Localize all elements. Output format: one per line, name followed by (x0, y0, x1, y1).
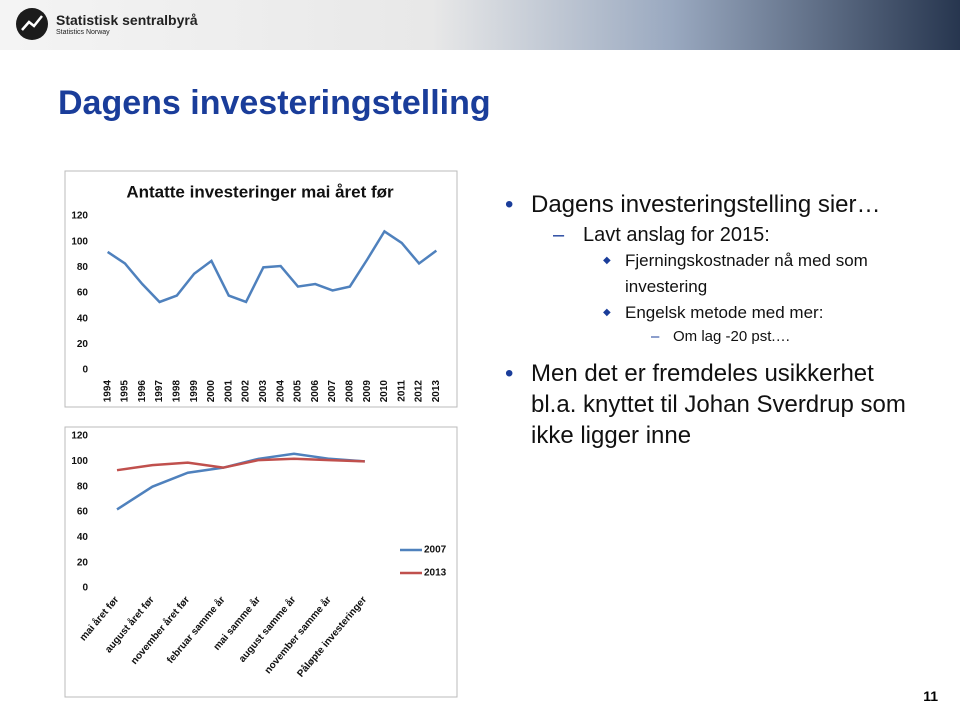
bullet: Fjerningskostnader nå med som investerin… (603, 248, 915, 300)
data-line (116, 457, 365, 472)
x-tick-label: 2012 (414, 380, 425, 403)
header-band: Statistisk sentralbyrå Statistics Norway (0, 0, 960, 50)
y-tick-label: 80 (77, 481, 89, 492)
x-tick-label: 2009 (362, 380, 373, 403)
y-tick-label: 60 (77, 288, 89, 299)
page-number: 11 (923, 688, 938, 704)
y-tick-label: 0 (82, 365, 88, 376)
x-tick-label: 2007 (327, 380, 338, 403)
x-tick-label: 2013 (431, 380, 442, 403)
x-tick-label: 1995 (120, 380, 131, 403)
logo-icon (16, 8, 48, 40)
x-tick-label: 2010 (379, 380, 390, 403)
legend-label: 2007 (424, 545, 447, 556)
bullet: Lavt anslag for 2015: (553, 222, 925, 248)
y-tick-label: 0 (82, 583, 88, 594)
x-tick-label: 1994 (102, 380, 113, 403)
y-tick-label: 120 (71, 431, 88, 442)
x-tick-label: 2011 (396, 380, 407, 402)
legend-label: 2013 (424, 568, 447, 579)
y-tick-label: 20 (77, 557, 89, 568)
x-tick-label: 2003 (258, 380, 269, 403)
logo-subtitle: Statistics Norway (56, 29, 110, 36)
bullet: Men det er fremdeles usikkerhet bl.a. kn… (505, 358, 911, 451)
x-tick-label: 2005 (293, 380, 304, 403)
x-tick-label: 2002 (241, 380, 252, 403)
x-tick-label: 1996 (137, 380, 148, 403)
y-tick-label: 20 (77, 339, 89, 350)
y-tick-label: 80 (77, 262, 89, 273)
x-tick-label: 2004 (275, 380, 286, 403)
x-tick-label: 1997 (154, 380, 165, 403)
charts: Antatte investeringer mai året før 0 20 40 6… (64, 170, 458, 698)
logo-name: Statistisk sentralbyrå (56, 12, 198, 28)
x-tick-label: 2000 (206, 380, 217, 403)
chart-frame (64, 170, 458, 408)
y-tick-label: 60 (77, 507, 89, 518)
bullet: Dagens investeringstelling sier… (505, 189, 925, 220)
y-tick-label: 40 (77, 313, 89, 324)
chart-frame (64, 426, 458, 698)
bullet: Om lag -20 pst.… (651, 326, 925, 348)
x-tick-label: 1999 (189, 380, 200, 403)
x-tick-label: 2006 (310, 380, 321, 403)
data-line (106, 229, 438, 304)
y-tick-label: 40 (77, 532, 89, 543)
bullet: Engelsk metode med mer: (603, 300, 925, 326)
x-tick-label: 1998 (171, 380, 182, 403)
chart-title: Antatte investeringer mai året før (126, 182, 394, 201)
slide-title: Dagens investeringstelling (58, 84, 491, 122)
y-tick-label: 100 (71, 456, 88, 467)
x-tick-label: 2001 (223, 380, 234, 403)
y-tick-label: 120 (71, 211, 88, 222)
bullet-list: Dagens investeringstelling sier… Lavt an… (505, 185, 925, 451)
x-tick-label: 2008 (344, 380, 355, 403)
y-tick-label: 100 (71, 236, 88, 247)
